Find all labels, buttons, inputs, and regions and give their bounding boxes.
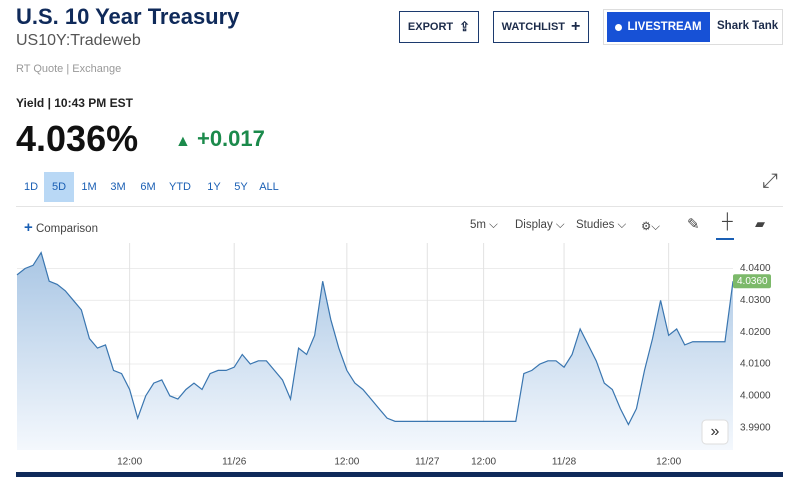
quote-label: Yield | 10:43 PM EST [16,96,133,110]
settings-icon[interactable]: ⚙⌵ [641,221,661,233]
watchlist-button[interactable]: WATCHLIST + [493,11,589,43]
x-tick-label: 11/26 [222,457,247,468]
source: RT Quote | Exchange [16,63,122,75]
scroll-button[interactable]: » [701,419,729,445]
range-tab[interactable]: 5D [44,172,74,202]
x-tick-label: 11/27 [415,457,440,468]
y-tick-label: 4.0100 [740,359,771,370]
plot: 4.0360 [16,251,771,450]
range-tab[interactable]: YTD [169,181,191,193]
last-price-tag [733,274,771,289]
export-label: EXPORT [407,21,454,33]
export-button[interactable]: EXPORT ⇪ [399,11,479,43]
crosshair-underline [716,238,734,240]
comment-icon[interactable]: ▰ [755,216,765,231]
y-tick-label: 4.0300 [740,295,771,306]
x-tick-label: 12:00 [117,457,142,468]
display[interactable]: Display ⌵ [515,219,565,231]
range-tab[interactable]: 6M [140,181,156,193]
svg-text:»: » [711,423,720,440]
line [16,251,734,426]
last-price-label: 4.0360 [737,276,768,287]
range-tab[interactable]: 1M [81,181,97,193]
range-tab[interactable]: 1Y [207,181,221,193]
studies-label: Studies [576,219,615,231]
y-tick-label: 4.0400 [740,263,771,274]
display-label: Display [515,219,553,231]
title: U.S. 10 Year Treasury [16,4,240,29]
bottom-bar [16,472,783,477]
expand-icon[interactable]: ⤢ [762,170,778,192]
change-value: +0.017 [196,126,265,151]
livestream-button[interactable]: LIVESTREAM [607,12,710,42]
y-tick-label: 4.0000 [740,391,771,402]
livestream-label: LIVESTREAM [627,21,702,33]
x-tick-label: 11/28 [552,457,577,468]
y-tick-label: 3.9900 [740,422,771,433]
price: 4.036% [16,118,139,159]
livestream-box[interactable]: LIVESTREAM Shark Tank [603,9,783,45]
area [17,252,733,450]
x-tick-label: 12:00 [471,457,496,468]
symbol: US10Y:Tradeweb [16,32,141,49]
interval[interactable]: 5m ⌵ [470,219,498,231]
x-tick-label: 12:00 [656,457,681,468]
y-tick-label: 4.0200 [740,327,771,338]
studies[interactable]: Studies ⌵ [576,219,627,231]
range-tab[interactable]: 3M [110,181,126,193]
range-tab[interactable]: 5Y [234,181,248,193]
range-tab[interactable]: ALL [259,181,279,193]
watchlist-label: WATCHLIST [501,21,565,33]
crosshair-icon[interactable]: ┼ [722,213,733,230]
range-tab[interactable]: 1D [23,181,39,193]
draw-icon[interactable]: ✎ [687,216,700,233]
comparison-label: Comparison [35,223,98,235]
interval-label: 5m [470,219,486,231]
divider [16,206,783,207]
show-label: Shark Tank [717,20,779,32]
x-tick-label: 12:00 [334,457,359,468]
comparison[interactable]: + Comparison [24,219,98,236]
change: ▲ +0.017 [175,126,265,151]
